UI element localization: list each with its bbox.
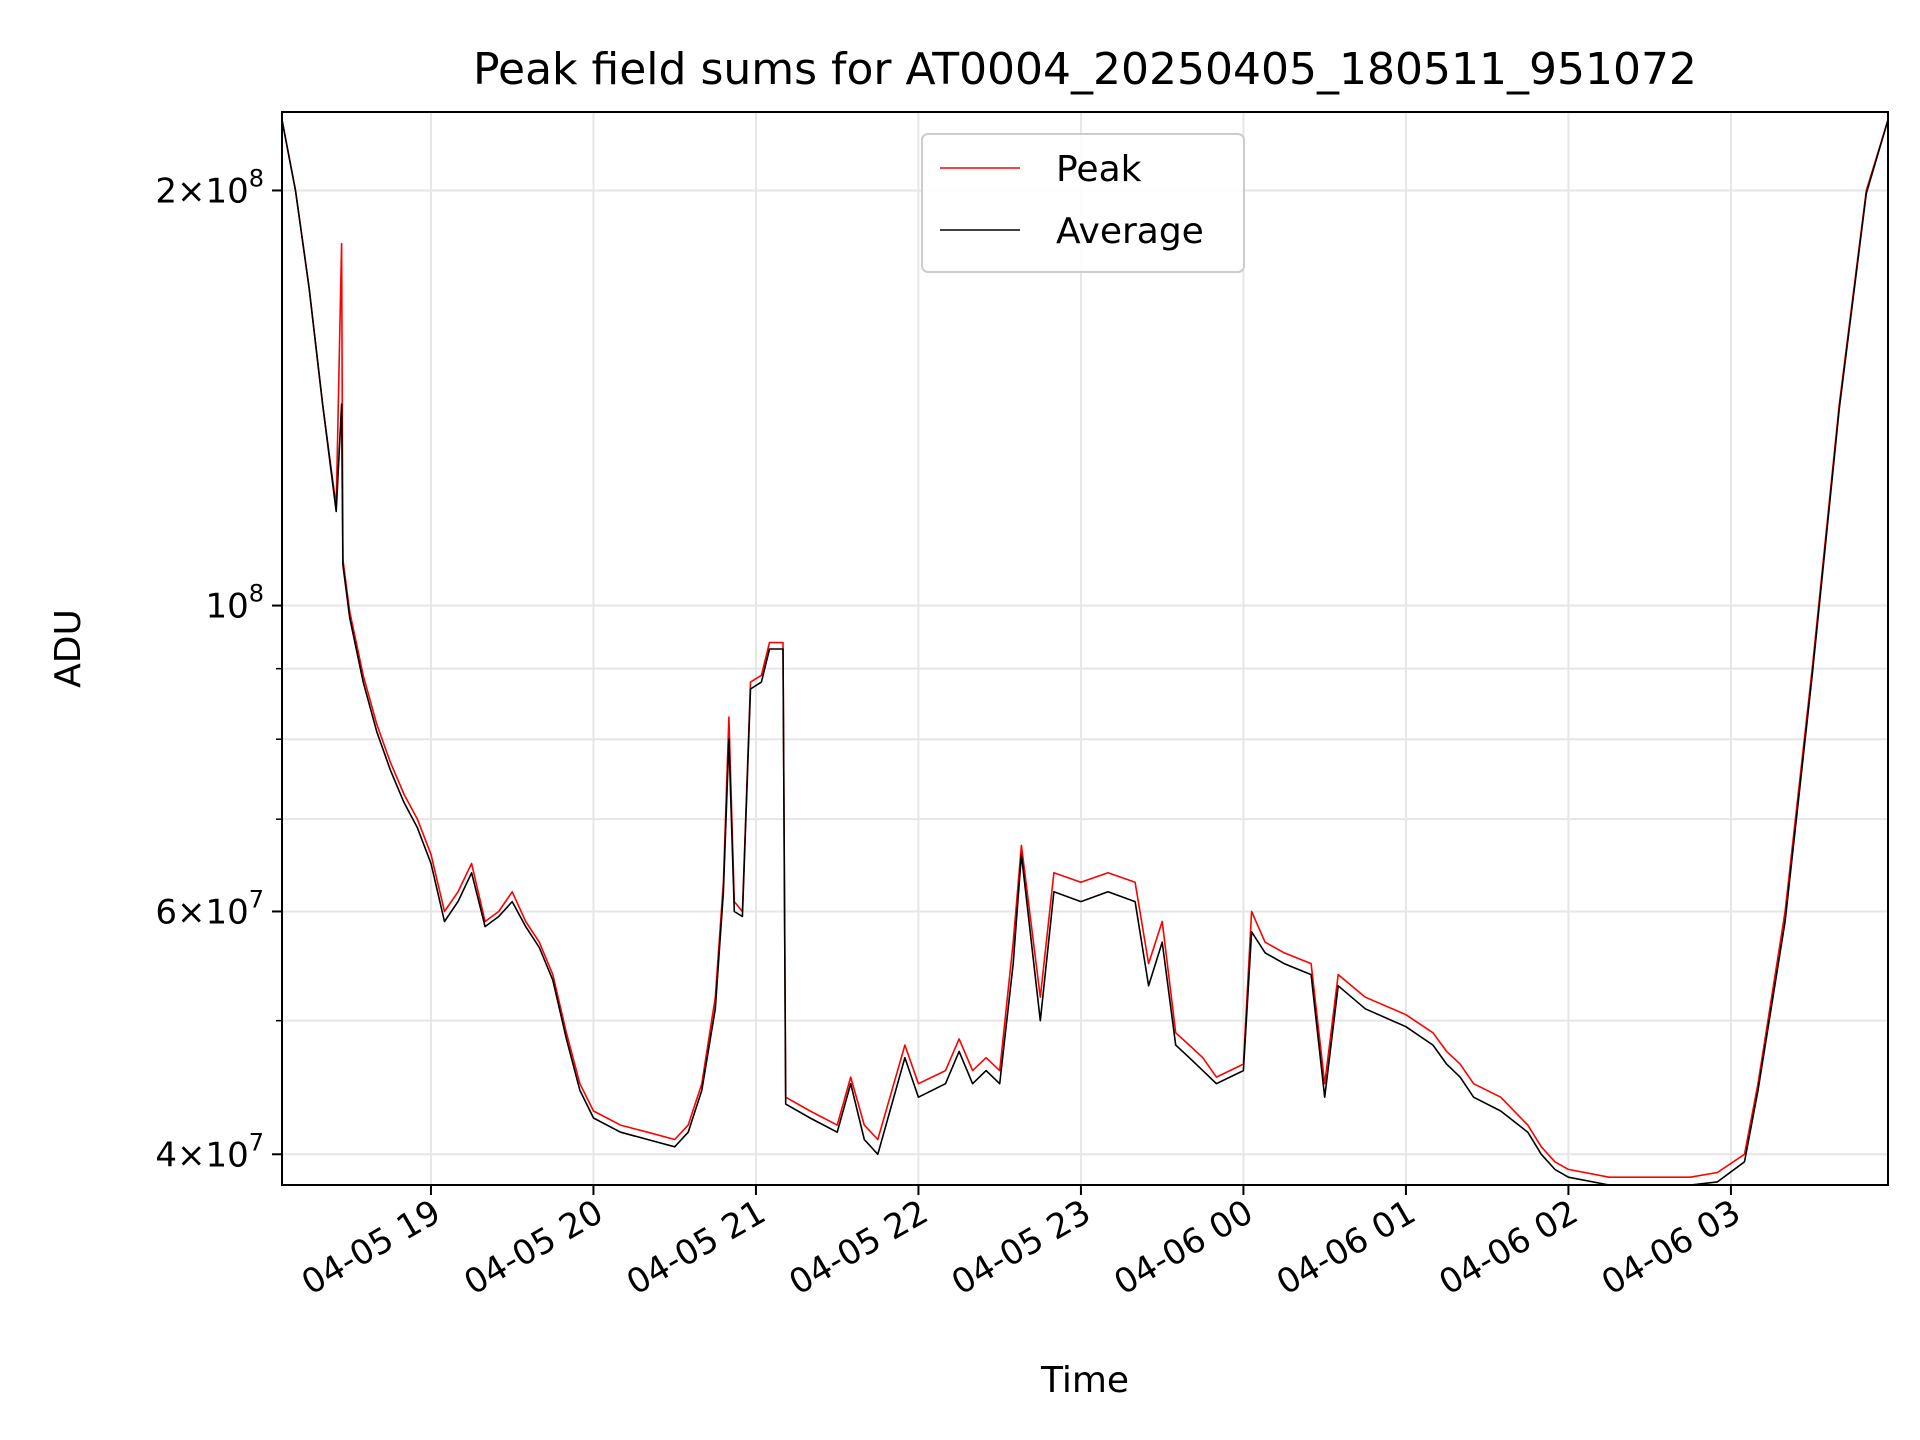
y-tick-label: 4×107 bbox=[155, 1128, 264, 1175]
series-line-peak bbox=[281, 119, 1889, 1178]
y-tick-label: 108 bbox=[205, 580, 264, 627]
legend-label-average: Average bbox=[1056, 211, 1204, 252]
series-line-average bbox=[281, 119, 1889, 1186]
y-tick-base: 10 bbox=[205, 587, 248, 627]
series-layer bbox=[281, 119, 1889, 1186]
y-tick-times: ×10 bbox=[177, 1135, 249, 1175]
legend-label-peak: Peak bbox=[1056, 149, 1142, 190]
chart-title: Peak field sums for AT0004_20250405_1805… bbox=[473, 44, 1697, 95]
y-axis-label: ADU bbox=[48, 609, 89, 688]
plot-frame bbox=[281, 111, 1889, 1186]
y-tick-exponent: 8 bbox=[249, 164, 264, 192]
legend: Peak Average bbox=[921, 133, 1245, 273]
y-tick-times: ×10 bbox=[177, 892, 249, 932]
y-tick-mantissa: 2 bbox=[155, 171, 177, 211]
grid bbox=[282, 112, 1888, 1185]
y-tick-times: ×10 bbox=[177, 171, 249, 211]
x-axis-label: Time bbox=[1040, 1360, 1129, 1401]
y-tick-label: 2×108 bbox=[155, 164, 264, 211]
y-tick-mantissa: 4 bbox=[155, 1135, 177, 1175]
y-tick-exponent: 7 bbox=[249, 1128, 264, 1156]
y-tick-label: 6×107 bbox=[155, 885, 264, 932]
y-tick-mantissa: 6 bbox=[155, 892, 177, 932]
y-tick-exponent: 7 bbox=[249, 885, 264, 913]
y-tick-exponent: 8 bbox=[249, 580, 264, 608]
